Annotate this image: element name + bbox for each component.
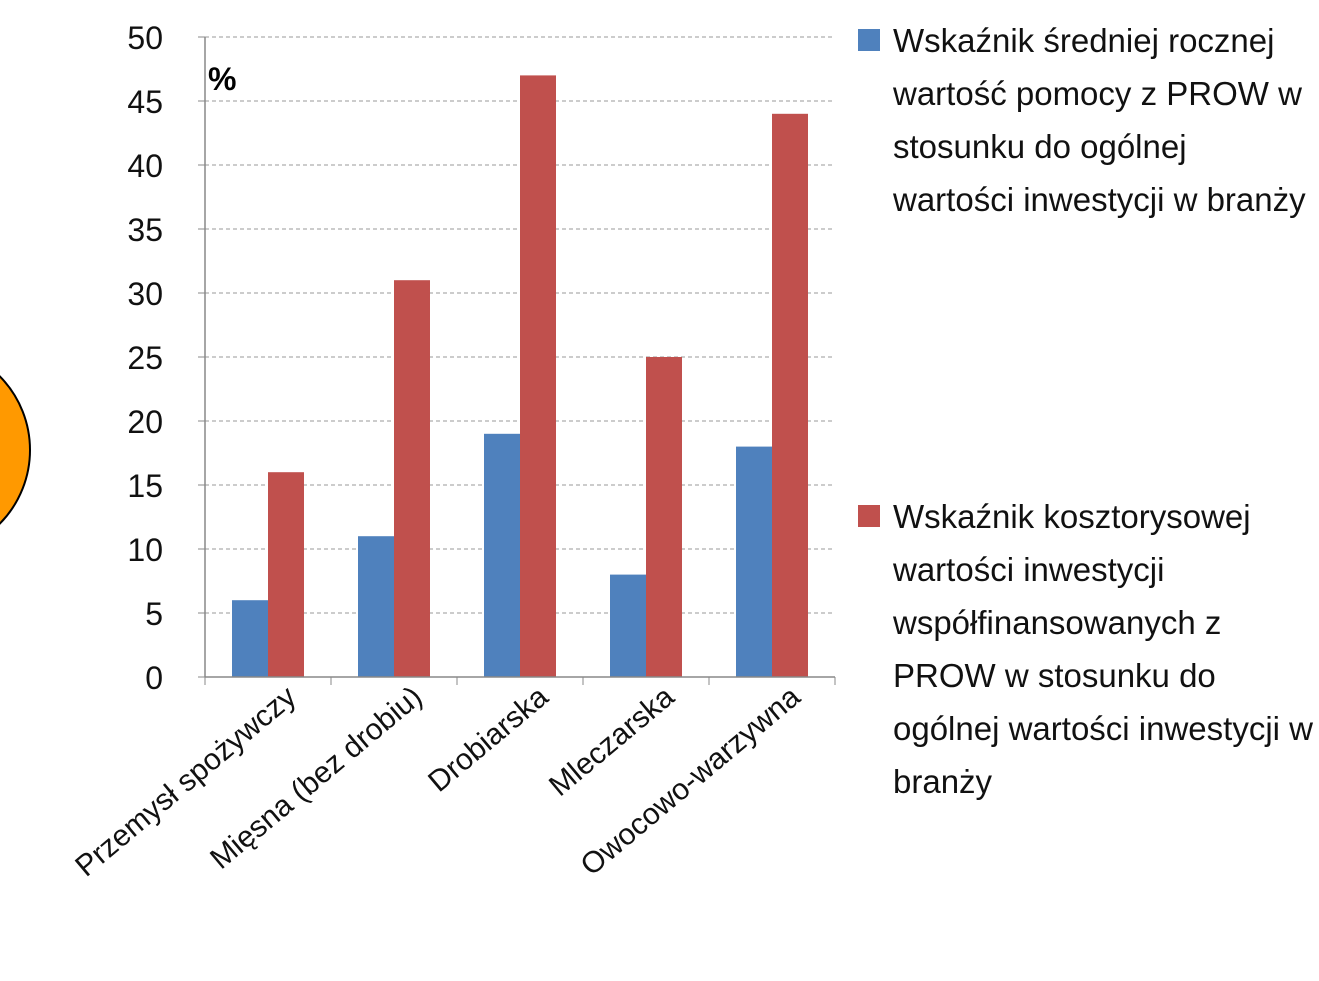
y-axis-label: % — [208, 61, 236, 97]
y-tick-label: 30 — [127, 276, 163, 312]
bar — [484, 433, 520, 677]
bar — [394, 280, 430, 677]
legend-swatch — [858, 505, 880, 527]
y-tick-label: 25 — [127, 340, 163, 376]
legend-label: Wskaźnik średniej rocznej wartość pomocy… — [893, 22, 1306, 218]
bar — [520, 75, 556, 677]
y-tick-label: 5 — [145, 596, 163, 632]
decoration-circle — [0, 375, 31, 525]
legend-item: Wskaźnik kosztorysowej wartości inwestyc… — [858, 490, 1313, 808]
bar — [646, 357, 682, 677]
x-tick-label: Przemysł spożywczy — [69, 680, 302, 883]
y-tick-label: 45 — [127, 84, 163, 120]
y-tick-label: 0 — [145, 660, 163, 696]
legend-label: Wskaźnik kosztorysowej wartości inwestyc… — [893, 498, 1313, 800]
x-tick-label: Owocowo-warzywna — [575, 680, 807, 882]
x-tick-label: Drobiarska — [422, 680, 555, 799]
legend-item: Wskaźnik średniej rocznej wartość pomocy… — [858, 14, 1313, 226]
legend-swatch — [858, 29, 880, 51]
y-tick-label: 50 — [127, 20, 163, 56]
y-tick-label: 15 — [127, 468, 163, 504]
x-tick-label: Mięsna (bez drobiu) — [204, 680, 428, 876]
bar — [268, 472, 304, 677]
y-tick-label: 40 — [127, 148, 163, 184]
y-tick-label: 35 — [127, 212, 163, 248]
y-tick-label: 20 — [127, 404, 163, 440]
bar — [232, 600, 268, 677]
bar — [772, 113, 808, 678]
bar — [358, 536, 394, 677]
bar — [736, 446, 772, 677]
y-tick-label: 10 — [127, 532, 163, 568]
bar — [610, 574, 646, 677]
